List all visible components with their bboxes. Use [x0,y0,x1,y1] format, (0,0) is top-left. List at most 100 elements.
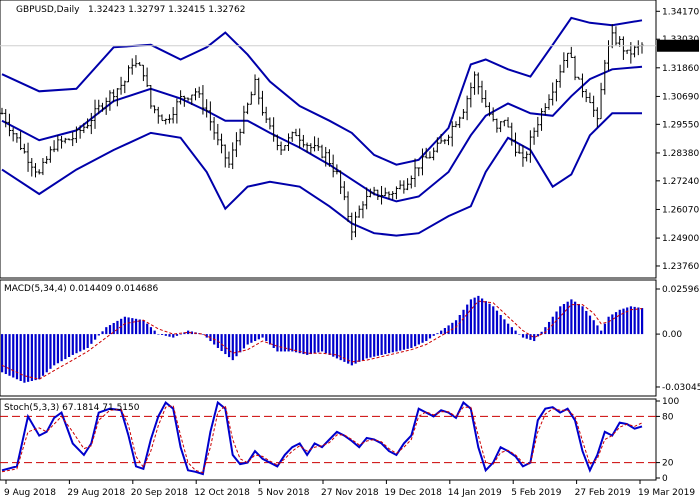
macd-hist-bar [205,334,208,338]
macd-hist-bar [544,327,547,335]
bb-upper-line [1,16,643,166]
macd-hist-bar [514,330,517,335]
macd-hist-bar [499,314,502,335]
price-bar [502,119,506,127]
price-bar [383,187,387,197]
macd-hist-bar [64,334,67,360]
price-bar [294,128,298,137]
macd-tick-label: 0.00 [662,330,682,340]
current-price-label-text: 1.32762 [660,42,697,52]
date-tick-label: 19 Dec 2018 [384,488,442,498]
macd-hist-bar [268,334,272,345]
price-bar [201,85,205,115]
macd-hist-bar [540,331,543,335]
price-bar [108,90,112,111]
price-bar [554,79,559,102]
macd-hist-bar [134,318,138,335]
price-bar [160,114,164,122]
macd-hist-bar [488,303,491,335]
price-bar [19,131,23,151]
macd-hist-bar [71,334,74,355]
price-bar [450,121,454,147]
macd-hist-bar [369,334,372,358]
macd-hist-bar [131,318,134,335]
date-tick-label: 27 Feb 2019 [575,488,631,498]
macd-hist-bar [618,309,621,335]
macd-hist-bar [436,333,439,335]
macd-hist-bar [324,334,327,354]
macd-hist-bar [254,334,257,342]
macd-hist-bar [391,334,394,353]
price-bar [112,89,116,103]
macd-hist-bar [283,334,286,352]
macd-hist-bar [276,334,279,352]
macd-hist-bar [164,334,167,336]
macd-hist-bar [138,319,141,335]
macd-hist-bar [447,325,450,335]
macd-hist-bar [510,327,513,335]
price-bar [528,130,532,163]
macd-hist-bar [592,320,595,335]
macd-y-axis: 0.025963 0.00 -0.030457 [656,285,700,393]
macd-hist-bar [354,334,357,364]
macd-hist-bar [481,298,484,335]
price-bar [48,146,52,163]
price-bar [141,64,145,82]
price-bar [115,88,119,107]
macd-hist-bar [614,312,618,335]
macd-hist-bar [187,330,190,335]
price-bar [279,141,283,155]
price-bar [119,76,123,95]
price-bar [26,142,30,172]
macd-signal-path [1,300,643,380]
price-bar [521,145,525,167]
price-bar [469,82,473,108]
price-bar [223,144,227,168]
price-bar [499,121,503,133]
price-bar [305,142,309,153]
price-bar [532,127,536,145]
price-bar [376,189,380,200]
macd-hist-bar [350,334,353,366]
price-bar [85,118,90,129]
macd-hist-bar [53,334,56,366]
price-bar [357,205,361,218]
price-bar [584,89,588,103]
price-bar [632,45,637,58]
price-bar [260,90,265,116]
macd-hist-bar [417,334,420,345]
price-bar [320,144,324,159]
price-bar [335,164,339,175]
price-bar [301,134,305,148]
date-tick-label: 9 Aug 2018 [4,488,56,498]
price-bar [63,137,67,144]
price-bar [205,99,209,118]
price-bar [186,97,190,101]
price-tick-label: 1.34170 [662,7,699,17]
macd-hist-bar [458,314,461,335]
price-bar [182,95,186,107]
ohlc-readout: 1.32423 1.32797 1.32415 1.32762 [88,5,245,15]
price-bar [67,138,71,141]
macd-hist-bar [566,301,569,335]
macd-hist-bar [432,334,435,336]
price-bar [74,126,79,143]
macd-hist-bar [469,299,473,335]
price-bar [558,64,562,88]
price-bar [368,188,372,198]
macd-hist-bar [521,334,525,338]
price-bar [197,86,201,98]
macd-hist-bar [246,334,249,345]
price-bar [283,145,287,151]
macd-hist-bar [425,334,428,342]
price-bar [130,58,134,75]
stoch-lines [1,400,643,476]
macd-hist-bar [157,334,160,335]
macd-hist-bar [428,334,432,339]
price-bar [361,201,365,219]
macd-hist-bar [146,323,149,335]
price-bar [82,122,86,134]
macd-hist-bar [23,334,26,383]
macd-hist-bar [406,334,409,349]
